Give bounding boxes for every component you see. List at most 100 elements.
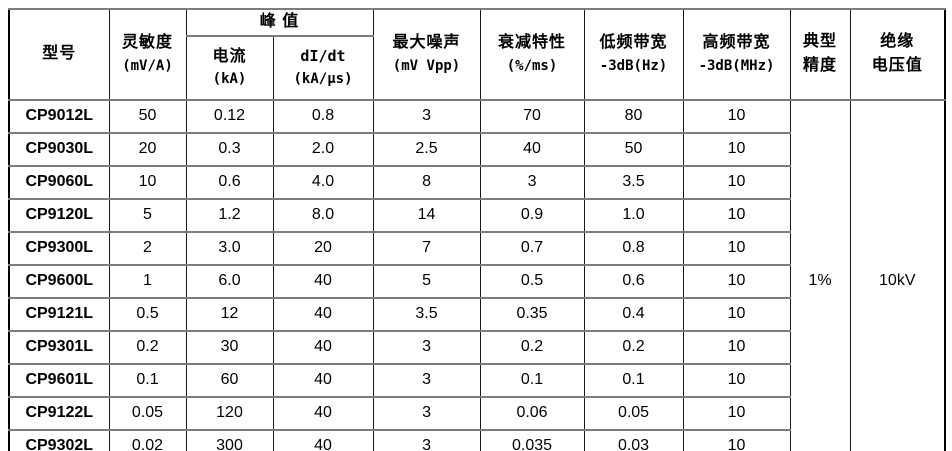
- attenuation-cell: 0.7: [479, 230, 585, 266]
- spec-table: 型号 灵敏度 (mV/A) 峰 值 最大噪声 (mV Vpp) 衰减特性 (%/…: [8, 8, 947, 451]
- header-attenuation: 衰减特性 (%/ms): [479, 8, 585, 101]
- header-accuracy-label-2: 精度: [803, 57, 838, 75]
- header-current-label: 电流: [212, 47, 247, 65]
- low-bw-cell: 0.6: [583, 263, 684, 299]
- table-row: CP9300L 2 3.0 20 7 0.7 0.8 10: [8, 230, 945, 266]
- high-bw-cell: 10: [682, 263, 791, 299]
- current-cell: 120: [185, 395, 274, 431]
- low-bw-cell: 0.8: [583, 230, 684, 266]
- current-cell: 0.12: [185, 98, 274, 134]
- didt-cell: 2.0: [272, 131, 374, 167]
- table-header: 型号 灵敏度 (mV/A) 峰 值 最大噪声 (mV Vpp) 衰减特性 (%/…: [8, 8, 946, 101]
- attenuation-cell: 3: [479, 164, 585, 200]
- didt-cell: 4.0: [272, 164, 374, 200]
- current-cell: 0.3: [185, 131, 274, 167]
- didt-cell: 40: [272, 362, 374, 398]
- header-high-bandwidth: 高频带宽 -3dB(MHz): [682, 8, 791, 101]
- high-bw-cell: 10: [682, 362, 791, 398]
- didt-cell: 40: [272, 395, 374, 431]
- high-bw-cell: 10: [682, 164, 791, 200]
- insulation-voltage-value: 10kV: [849, 98, 946, 451]
- table-row: CP9121L 0.5 12 40 3.5 0.35 0.4 10: [8, 296, 945, 332]
- table-row: CP9301L 0.2 30 40 3 0.2 0.2 10: [8, 329, 945, 365]
- low-bw-cell: 0.05: [583, 395, 684, 431]
- table-row: CP9601L 0.1 60 40 3 0.1 0.1 10: [8, 362, 945, 398]
- didt-cell: 0.8: [272, 98, 374, 134]
- header-current-unit: (kA): [212, 71, 247, 88]
- high-bw-cell: 10: [682, 395, 791, 431]
- header-peak-value: 峰 值: [185, 8, 374, 37]
- attenuation-cell: 0.5: [479, 263, 585, 299]
- header-attenuation-label: 衰减特性: [498, 34, 567, 52]
- table-row: CP9122L 0.05 120 40 3 0.06 0.05 10: [8, 395, 945, 431]
- sensitivity-cell: 2: [108, 230, 187, 266]
- header-high-bw-unit: -3dB(MHz): [698, 57, 775, 74]
- model-cell: CP9301L: [8, 329, 110, 365]
- didt-cell: 20: [272, 230, 374, 266]
- didt-cell: 40: [272, 263, 374, 299]
- attenuation-cell: 0.9: [479, 197, 585, 233]
- header-sensitivity: 灵敏度 (mV/A): [108, 8, 187, 101]
- high-bw-cell: 10: [682, 428, 791, 451]
- model-cell: CP9600L: [8, 263, 110, 299]
- table-row: CP9302L 0.02 300 40 3 0.035 0.03 10: [8, 428, 945, 451]
- header-high-bw-label: 高频带宽: [702, 34, 771, 52]
- header-noise-label: 最大噪声: [392, 34, 461, 52]
- model-cell: CP9121L: [8, 296, 110, 332]
- header-peak-current: 电流 (kA): [185, 34, 274, 101]
- attenuation-cell: 0.2: [479, 329, 585, 365]
- header-accuracy-label-1: 典型: [803, 32, 838, 50]
- current-cell: 30: [185, 329, 274, 365]
- low-bw-cell: 0.1: [583, 362, 684, 398]
- header-noise-unit: (mV Vpp): [392, 57, 461, 74]
- header-insulation-label-1: 绝缘: [880, 32, 915, 50]
- noise-cell: 3: [372, 395, 481, 431]
- table-row: CP9600L 1 6.0 40 5 0.5 0.6 10: [8, 263, 945, 299]
- high-bw-cell: 10: [682, 197, 791, 233]
- noise-cell: 7: [372, 230, 481, 266]
- high-bw-cell: 10: [682, 329, 791, 365]
- header-low-bw-unit: -3dB(Hz): [599, 57, 668, 74]
- table-body: CP9012L 50 0.12 0.8 3 70 80 10 1% 10kV CP9030L 20 0.…: [8, 98, 946, 451]
- model-cell: CP9122L: [8, 395, 110, 431]
- header-max-noise: 最大噪声 (mV Vpp): [372, 8, 481, 101]
- noise-cell: 3: [372, 362, 481, 398]
- low-bw-cell: 3.5: [583, 164, 684, 200]
- noise-cell: 14: [372, 197, 481, 233]
- attenuation-cell: 0.06: [479, 395, 585, 431]
- current-cell: 12: [185, 296, 274, 332]
- didt-cell: 40: [272, 329, 374, 365]
- current-cell: 0.6: [185, 164, 274, 200]
- model-cell: CP9601L: [8, 362, 110, 398]
- header-insulation-label-2: 电压值: [871, 57, 923, 75]
- low-bw-cell: 50: [583, 131, 684, 167]
- sensitivity-cell: 0.05: [108, 395, 187, 431]
- sensitivity-cell: 5: [108, 197, 187, 233]
- model-cell: CP9300L: [8, 230, 110, 266]
- high-bw-cell: 10: [682, 230, 791, 266]
- model-cell: CP9030L: [8, 131, 110, 167]
- high-bw-cell: 10: [682, 296, 791, 332]
- typical-accuracy-value: 1%: [789, 98, 851, 451]
- noise-cell: 2.5: [372, 131, 481, 167]
- noise-cell: 3: [372, 428, 481, 451]
- low-bw-cell: 0.03: [583, 428, 684, 451]
- attenuation-cell: 0.035: [479, 428, 585, 451]
- low-bw-cell: 0.2: [583, 329, 684, 365]
- noise-cell: 3.5: [372, 296, 481, 332]
- table-row: CP9012L 50 0.12 0.8 3 70 80 10 1% 10kV: [8, 98, 946, 451]
- sensitivity-cell: 0.5: [108, 296, 187, 332]
- header-didt-unit: (kA/μs): [293, 70, 353, 87]
- high-bw-cell: 10: [682, 98, 791, 134]
- low-bw-cell: 0.4: [583, 296, 684, 332]
- header-peak-label: 峰 值: [259, 13, 300, 30]
- table-row: CP9030L 20 0.3 2.0 2.5 40 50 10: [8, 131, 945, 167]
- sensitivity-cell: 0.1: [108, 362, 187, 398]
- didt-cell: 40: [272, 428, 374, 451]
- current-cell: 3.0: [185, 230, 274, 266]
- sensitivity-cell: 1: [108, 263, 187, 299]
- header-insulation-voltage: 绝缘 电压值: [849, 8, 946, 101]
- header-typical-accuracy: 典型 精度: [789, 8, 851, 101]
- model-cell: CP9060L: [8, 164, 110, 200]
